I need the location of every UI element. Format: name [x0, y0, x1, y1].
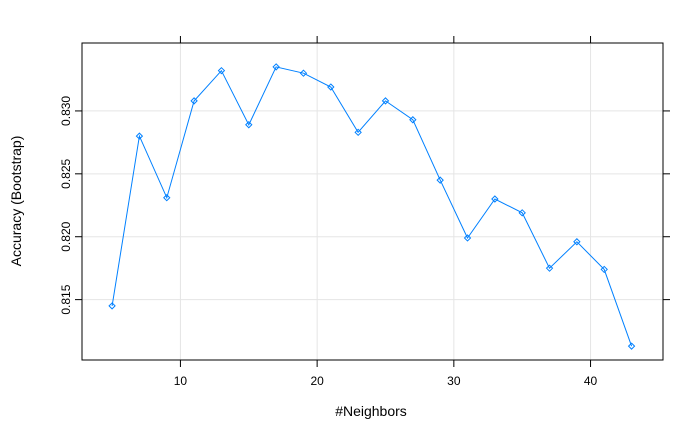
x-tick-label: 30	[447, 374, 461, 388]
x-tick-label: 10	[174, 374, 188, 388]
data-point-marker	[573, 238, 581, 246]
plot-panel-border	[81, 42, 664, 361]
data-point-marker	[190, 97, 198, 105]
data-point-marker	[491, 195, 499, 203]
data-point-marker	[163, 194, 171, 202]
x-axis-title: #Neighbors	[335, 403, 407, 419]
data-point-marker	[272, 63, 280, 71]
data-point-marker	[108, 302, 116, 310]
data-point-marker	[463, 234, 472, 242]
data-point-marker	[327, 83, 335, 91]
data-point-marker	[381, 97, 390, 105]
y-axis-title: Accuracy (Bootstrap)	[8, 136, 24, 267]
y-tick-label: 0.825	[59, 158, 73, 188]
y-tick-label: 0.820	[59, 221, 73, 251]
x-tick-label: 20	[310, 374, 324, 388]
data-point-marker	[518, 209, 526, 217]
data-point-marker	[545, 264, 554, 272]
data-point-marker	[600, 265, 608, 274]
axis-layer: 10 20 30 40 0.815 0.820 0.825 0.830	[59, 36, 670, 388]
series-layer	[108, 63, 636, 350]
data-point-marker	[299, 69, 308, 77]
series-line	[111, 66, 633, 347]
data-point-marker	[627, 342, 636, 350]
data-point-marker	[135, 132, 144, 140]
data-point-marker	[245, 121, 253, 129]
y-tick-label: 0.815	[59, 284, 73, 314]
data-point-marker	[217, 66, 226, 75]
data-point-marker	[409, 116, 417, 124]
y-tick-label: 0.830	[59, 96, 73, 126]
data-point-marker	[436, 176, 444, 184]
x-tick-label: 40	[584, 374, 598, 388]
grid-layer	[82, 43, 663, 360]
data-point-marker	[354, 128, 362, 137]
